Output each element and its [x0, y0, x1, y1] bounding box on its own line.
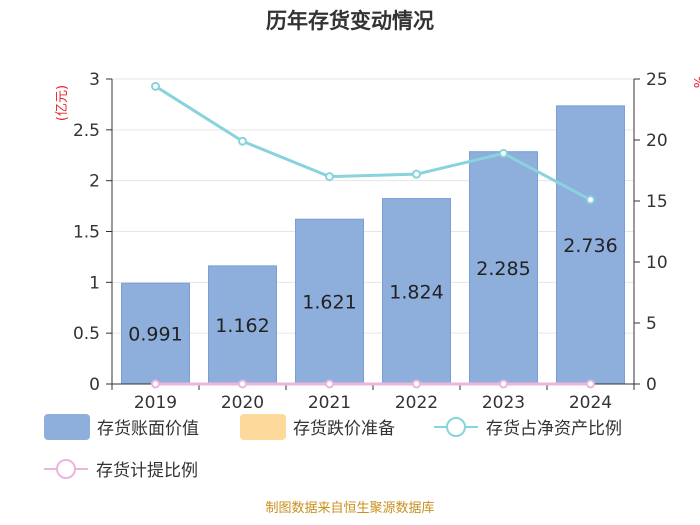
right-tick-label: 0: [646, 375, 657, 395]
right-tick-label: 25: [646, 70, 668, 90]
x-tick-label-2024: 2024: [569, 393, 612, 413]
provision-ratio-point-2024: [586, 379, 595, 389]
legend-swatch-impairment: [240, 414, 286, 440]
x-tick-label-2020: 2020: [221, 393, 264, 413]
inventory-ratio-point-2021: [325, 172, 334, 182]
x-axis: 2019 2020 2021 2022 2023 2024: [111, 383, 635, 413]
inventory-ratio-point-2024: [586, 195, 595, 205]
chart-title: 历年存货变动情况: [266, 9, 434, 33]
left-tick-label: 1.5: [73, 223, 100, 243]
provision-ratio-point-2020: [238, 379, 247, 389]
bar-2022: [382, 198, 451, 385]
inventory-ratio-point-2023: [499, 148, 508, 158]
provision-ratio-point-2019: [151, 379, 160, 389]
right-tick-label: 5: [646, 314, 657, 334]
bar-label-2023: 2.285: [476, 258, 530, 280]
left-tick-label: 2: [89, 172, 100, 192]
bar-label-2020: 1.162: [215, 315, 269, 337]
line-series: [151, 81, 595, 389]
legend-swatch-provision-marker: [56, 459, 76, 479]
bar-2021: [295, 218, 364, 385]
x-tick-label-2019: 2019: [134, 393, 177, 413]
inventory-ratio-point-2020: [238, 136, 247, 146]
bar-label-2021: 1.621: [302, 292, 356, 314]
left-tick-label: 0.5: [73, 324, 100, 344]
bar-label-2024: 2.736: [563, 235, 617, 257]
legend-item-provision[interactable]: 存货计提比例: [44, 459, 198, 481]
legend-swatch-ratio-marker: [446, 417, 466, 437]
provision-ratio-point-2021: [325, 379, 334, 389]
legend-label-book-value: 存货账面价值: [97, 419, 199, 439]
left-axis: 0 0.5 1 1.5 2 2.5 3: [73, 70, 113, 395]
bar-label-2022: 1.824: [389, 281, 443, 303]
right-tick-label: 20: [646, 131, 668, 151]
right-tick-label: 15: [646, 192, 668, 212]
bar-series: [121, 105, 625, 385]
inventory-ratio-point-2022: [412, 169, 421, 179]
left-tick-label: 1: [89, 273, 100, 293]
legend: 存货账面价值 存货跌价准备 存货占净资产比例 存货计提比例: [44, 414, 622, 481]
bar-2024: [556, 105, 625, 385]
inventory-ratio-line: [154, 85, 592, 202]
inventory-ratio-point-2019: [151, 81, 160, 91]
left-tick-label: 3: [89, 70, 100, 90]
left-axis-unit-label: (亿元): [55, 85, 70, 121]
source-note: 制图数据来自恒生聚源数据库: [265, 500, 434, 516]
x-tick-label-2022: 2022: [395, 393, 438, 413]
right-axis-unit-label: %: [690, 76, 700, 88]
legend-label-ratio: 存货占净资产比例: [486, 419, 622, 439]
legend-label-impairment: 存货跌价准备: [293, 419, 395, 439]
bar-2023: [469, 151, 538, 385]
bar-data-labels: 0.991 1.162 1.621 1.824 2.285 2.736: [128, 235, 617, 346]
provision-ratio-point-2022: [412, 379, 421, 389]
x-tick-label-2021: 2021: [308, 393, 351, 413]
x-tick-label-2023: 2023: [482, 393, 525, 413]
provision-ratio-point-2023: [499, 379, 508, 389]
left-tick-label: 2.5: [73, 121, 100, 141]
bar-label-2019: 0.991: [128, 324, 182, 346]
legend-item-book-value[interactable]: 存货账面价值: [44, 414, 199, 440]
legend-label-provision: 存货计提比例: [96, 461, 198, 481]
right-axis: 0 5 10 15 20 25: [633, 70, 668, 395]
legend-item-impairment[interactable]: 存货跌价准备: [240, 414, 395, 440]
left-tick-label: 0: [89, 375, 100, 395]
gridlines: [112, 78, 634, 385]
legend-swatch-book-value: [44, 414, 90, 440]
legend-item-ratio[interactable]: 存货占净资产比例: [434, 417, 622, 439]
right-tick-label: 10: [646, 253, 668, 273]
